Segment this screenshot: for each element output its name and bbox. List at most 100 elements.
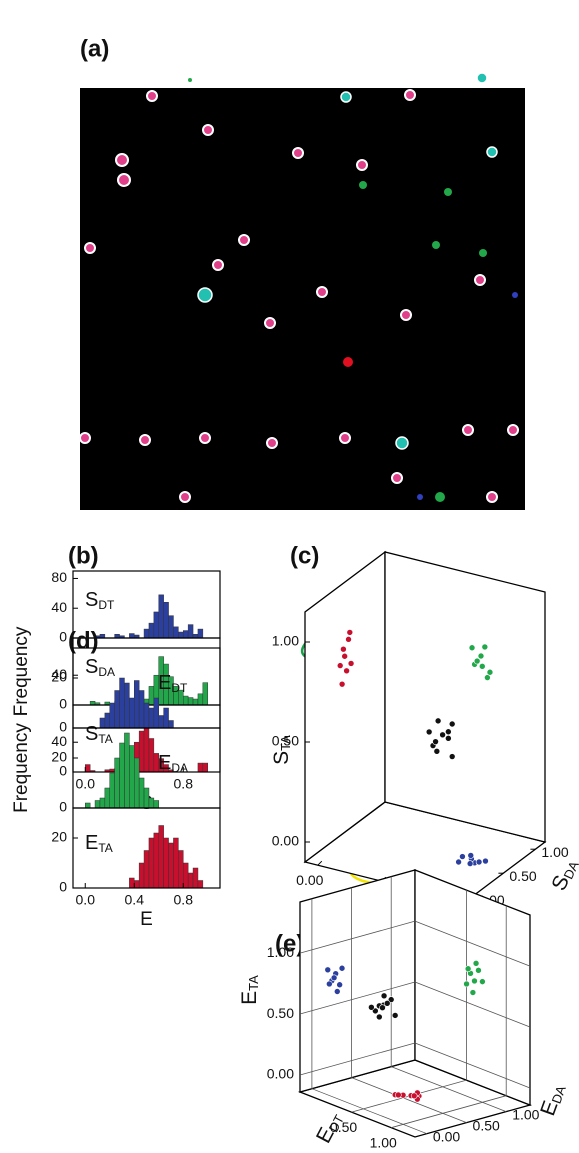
point [345,636,352,643]
bar [202,682,209,706]
bar [173,626,179,639]
grid-line [391,1066,507,1112]
bar [192,867,199,889]
bar [163,837,169,889]
z-tick-label: 0.50 [272,733,299,749]
bar [197,762,204,773]
bar [183,695,189,706]
bar [129,745,135,809]
bar [153,697,160,729]
series-label-main: E [85,832,98,854]
grid-line [299,981,416,1015]
x-tick-label: 0.0 [76,776,96,792]
point [445,735,452,742]
bar [187,872,194,889]
point [379,1004,386,1011]
series-label-sub: DT [171,681,188,695]
point [475,858,483,866]
y-tick-label: 1.00 [541,844,568,860]
bar [85,764,91,773]
bar [138,690,145,729]
x-axis-label: E [140,909,153,930]
point [479,978,486,985]
point [380,992,388,1000]
bar [153,832,160,889]
axis-label-main: S [270,751,293,765]
back-wall [384,551,546,843]
x-tick-label: 0.0 [76,892,96,908]
series-label-main: S [85,723,98,745]
axis-label-main: E [238,991,261,1005]
bar [168,842,174,889]
point [459,853,466,860]
point [464,965,472,973]
point [410,1092,418,1100]
bar [158,825,164,889]
axis-label: EDA [536,1080,570,1119]
bar [85,802,91,809]
bar [138,777,145,809]
point [469,989,477,996]
point [432,738,439,745]
panel-title: (a) [80,35,109,62]
bar [109,772,115,809]
bar [134,880,140,889]
bar [158,594,164,639]
grid-line [414,1042,531,1089]
y-tick-label: 40 [51,599,67,615]
z-tick-label: 0.00 [267,1066,294,1082]
bar [148,686,155,706]
y-axis-label: Frequency [11,723,32,813]
point [468,644,476,652]
x-tick [317,860,323,866]
y-tick-label: 0 [59,629,67,645]
grid-line [351,1077,467,1124]
grid-line [299,1042,416,1076]
y-tick-label: 20 [51,829,67,845]
bar [158,715,164,729]
series-label-sub: DT [98,598,115,612]
axis-label-sub: TA [246,975,261,991]
y-tick-label: 0.50 [473,1117,500,1133]
point [343,667,350,675]
bar [109,702,115,729]
point [395,1091,402,1099]
bar [134,680,140,729]
series-label: STA [85,723,113,746]
bar [153,800,160,809]
bar [114,757,120,809]
axis-label: SDA [547,855,579,894]
bar [183,630,189,639]
bar [129,877,135,889]
point [336,981,343,989]
grid-line [414,920,531,967]
bar [143,702,150,729]
bar [148,837,155,889]
point [434,717,442,725]
bar [99,717,106,729]
point [376,1013,383,1021]
bar [124,732,130,809]
point [445,728,452,736]
x-tick-label: 0.50 [330,1119,357,1135]
grid-line [299,920,416,954]
bar [178,850,184,889]
bar [99,797,106,809]
y-tick-label: 1.00 [512,1106,539,1122]
series-label: EDT [158,672,188,695]
x-tick-label: 0.4 [125,892,145,908]
z-tick-label: 1.00 [267,944,294,960]
point [340,645,347,653]
bar [119,742,125,809]
subplot-frame [72,807,221,889]
bar [104,787,110,809]
bar [183,862,189,889]
point [336,662,344,669]
z-tick-label: 1.00 [272,633,299,649]
panel-title: (b) [68,542,99,569]
y-tick-label: 20 [51,669,67,685]
point [368,1003,375,1011]
bar [153,611,160,639]
bar [143,628,150,639]
y-tick-label: 80 [51,569,67,585]
